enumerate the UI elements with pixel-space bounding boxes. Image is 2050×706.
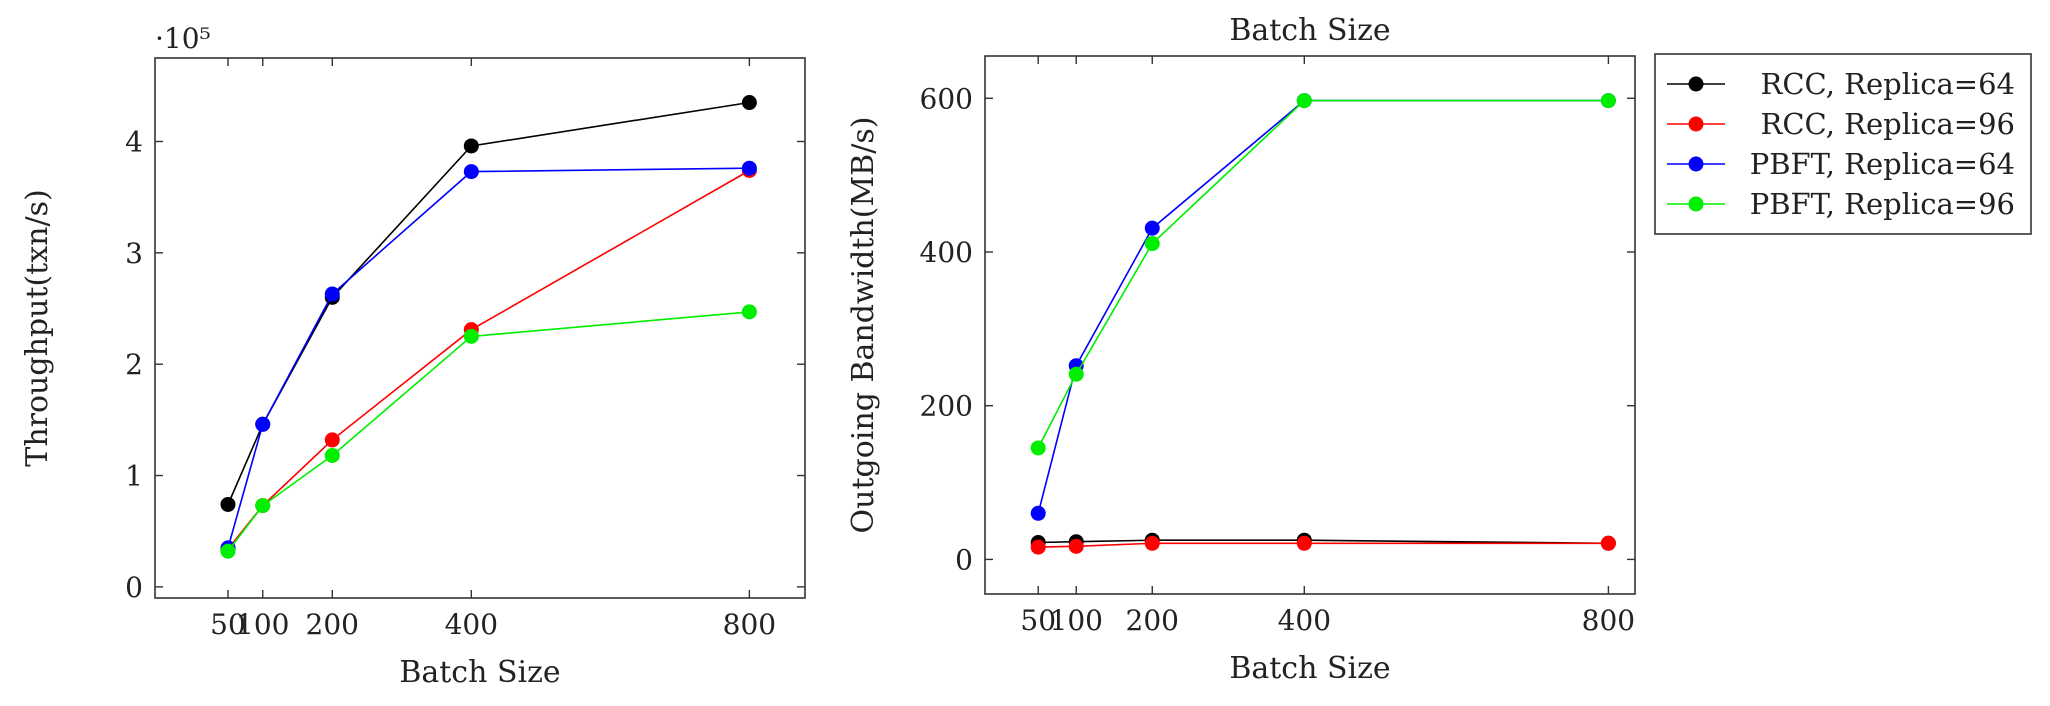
right-point-rcc-replica-96-100 (1068, 538, 1084, 554)
right-point-pbft-replica-96-400 (1296, 93, 1312, 109)
left-point-rcc-replica-64-400 (463, 138, 479, 154)
left-y-tick-label-4: 4 (125, 126, 143, 159)
right-x-tick-label-400: 400 (1278, 604, 1331, 637)
left-x-tick-label-200: 200 (306, 608, 359, 641)
right-point-rcc-replica-96-400 (1296, 535, 1312, 551)
right-point-pbft-replica-64-200 (1144, 220, 1160, 236)
right-y-tick-label-400: 400 (920, 236, 973, 269)
right-point-pbft-replica-96-800 (1600, 93, 1616, 109)
legend-label-pbft-replica-64: PBFT, Replica=64 (1750, 147, 2015, 181)
left-point-rcc-replica-64-800 (741, 95, 757, 111)
legend-marker-pbft-replica-64 (1688, 156, 1704, 172)
right-point-rcc-replica-96-800 (1600, 535, 1616, 551)
right-chart-title: Batch Size (1229, 13, 1390, 48)
right-series-pbft-replica-96 (1030, 93, 1616, 456)
left-point-pbft-replica-64-400 (463, 164, 479, 180)
left-y-tick-label-0: 0 (125, 571, 143, 604)
legend-marker-rcc-replica-64 (1688, 76, 1704, 92)
left-y-multiplier-label: ·10⁵ (155, 22, 211, 55)
right-x-tick-label-200: 200 (1126, 604, 1179, 637)
left-x-axis-title: Batch Size (399, 655, 560, 690)
left-point-rcc-replica-64-50 (220, 496, 236, 512)
left-point-pbft-replica-96-800 (741, 304, 757, 320)
legend-marker-rcc-replica-96 (1688, 116, 1704, 132)
right-point-pbft-replica-96-200 (1144, 236, 1160, 252)
left-point-pbft-replica-64-100 (255, 416, 271, 432)
legend-marker-pbft-replica-96 (1688, 196, 1704, 212)
left-y-axis-title: Throughput(txn/s) (20, 189, 55, 466)
left-line-rcc-replica-64 (227, 101, 750, 505)
left-point-rcc-replica-96-200 (324, 432, 340, 448)
legend-entry-pbft-replica-64: PBFT, Replica=64 (1667, 147, 2015, 181)
left-y-tick-label-3: 3 (125, 237, 143, 270)
right-line-pbft-replica-96 (1037, 99, 1609, 449)
left-y-tick-label-1: 1 (125, 460, 143, 493)
right-y-tick-label-200: 200 (920, 390, 973, 423)
left-x-tick-label-50: 50 (210, 608, 246, 641)
right-series-rcc-replica-64 (1030, 532, 1616, 551)
right-point-pbft-replica-96-50 (1030, 440, 1046, 456)
left-line-pbft-replica-64 (227, 167, 750, 549)
left-series-rcc-replica-64 (220, 95, 757, 512)
left-line-pbft-replica-96 (227, 311, 750, 552)
legend-label-rcc-replica-96: RCC, Replica=96 (1761, 107, 2015, 141)
right-x-tick-label-50: 50 (1020, 604, 1056, 637)
left-series-pbft-replica-96 (220, 304, 757, 559)
legend-entry-rcc-replica-64: RCC, Replica=64 (1667, 67, 2015, 101)
left-x-tick-label-100: 100 (236, 608, 289, 641)
legend-label-pbft-replica-96: PBFT, Replica=96 (1750, 187, 2015, 221)
right-x-tick-label-100: 100 (1050, 604, 1103, 637)
legend-label-rcc-replica-64: RCC, Replica=64 (1761, 67, 2015, 101)
left-point-pbft-replica-96-100 (255, 498, 271, 514)
legend-entry-rcc-replica-96: RCC, Replica=96 (1667, 107, 2015, 141)
legend-entry-pbft-replica-96: PBFT, Replica=96 (1667, 187, 2015, 221)
right-point-pbft-replica-96-100 (1068, 366, 1084, 382)
right-line-pbft-replica-64 (1037, 99, 1609, 514)
legend: RCC, Replica=64 RCC, Replica=96 PBFT, Repl… (1654, 53, 2032, 235)
right-series-pbft-replica-64 (1030, 93, 1616, 521)
left-y-tick-label-2: 2 (125, 348, 143, 381)
right-y-tick-label-0: 0 (955, 543, 973, 576)
left-point-pbft-replica-64-200 (324, 286, 340, 302)
right-line-rcc-replica-96 (1038, 542, 1609, 548)
right-point-pbft-replica-64-50 (1030, 505, 1046, 521)
right-y-tick-label-600: 600 (920, 82, 973, 115)
right-x-axis-title: Batch Size (1229, 651, 1390, 686)
left-line-rcc-replica-96 (227, 169, 750, 550)
left-series-rcc-replica-96 (220, 162, 757, 557)
left-x-tick-label-800: 800 (723, 608, 776, 641)
left-point-pbft-replica-96-400 (463, 328, 479, 344)
left-point-pbft-replica-96-200 (324, 447, 340, 463)
left-series-pbft-replica-64 (220, 160, 757, 556)
left-plot-frame (154, 57, 806, 599)
right-plot-frame (984, 55, 1636, 595)
left-point-pbft-replica-64-800 (741, 160, 757, 176)
right-point-rcc-replica-96-50 (1030, 539, 1046, 555)
right-y-axis-title: Outgoing Bandwidth(MB/s) (846, 117, 881, 534)
left-point-pbft-replica-96-50 (220, 543, 236, 559)
right-series-rcc-replica-96 (1030, 535, 1616, 555)
left-x-tick-label-400: 400 (445, 608, 498, 641)
right-point-rcc-replica-96-200 (1144, 535, 1160, 551)
right-x-tick-label-800: 800 (1582, 604, 1635, 637)
